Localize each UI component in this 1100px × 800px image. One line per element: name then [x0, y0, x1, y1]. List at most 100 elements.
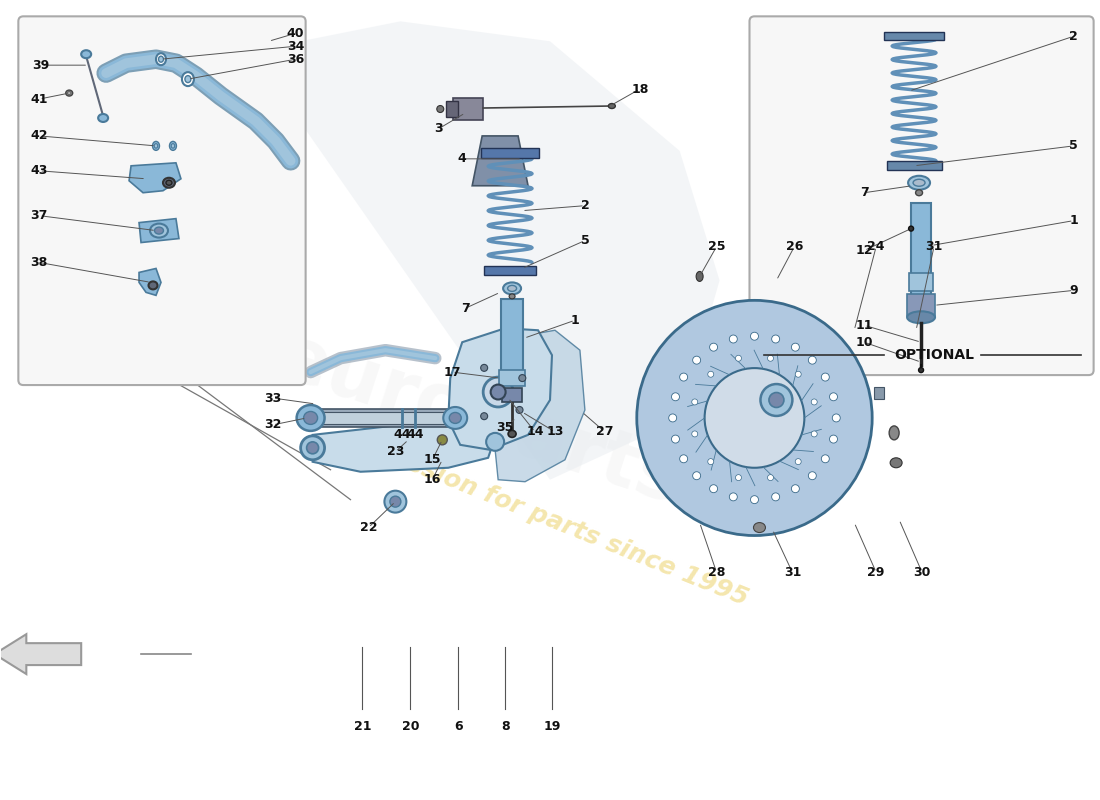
Text: 7: 7 [860, 186, 869, 199]
Text: 31: 31 [925, 240, 943, 253]
FancyBboxPatch shape [749, 16, 1093, 375]
Text: 2: 2 [1069, 30, 1078, 42]
Text: 39: 39 [33, 58, 50, 72]
Ellipse shape [185, 76, 191, 82]
Circle shape [692, 431, 697, 437]
Ellipse shape [66, 90, 73, 96]
Ellipse shape [890, 458, 902, 468]
FancyBboxPatch shape [19, 16, 306, 385]
Ellipse shape [166, 180, 172, 186]
Text: 19: 19 [543, 720, 561, 734]
FancyBboxPatch shape [481, 148, 539, 158]
Ellipse shape [889, 426, 899, 440]
Circle shape [768, 355, 773, 362]
Ellipse shape [754, 522, 766, 533]
Text: 3: 3 [434, 122, 442, 135]
Text: 26: 26 [785, 240, 803, 253]
Ellipse shape [481, 364, 487, 371]
Text: 32: 32 [264, 418, 282, 431]
Text: 44: 44 [407, 428, 425, 442]
Circle shape [750, 332, 759, 340]
FancyBboxPatch shape [911, 203, 931, 298]
Circle shape [750, 496, 759, 504]
Text: 42: 42 [31, 130, 48, 142]
Polygon shape [129, 163, 180, 193]
Text: 11: 11 [856, 318, 873, 332]
Text: 12: 12 [856, 244, 873, 257]
Circle shape [736, 474, 741, 481]
Ellipse shape [169, 142, 176, 150]
Ellipse shape [481, 413, 487, 420]
Circle shape [637, 300, 872, 535]
Ellipse shape [67, 91, 72, 94]
Circle shape [707, 371, 714, 378]
Text: 24: 24 [868, 240, 884, 253]
Text: 10: 10 [856, 336, 873, 349]
Ellipse shape [182, 72, 194, 86]
Ellipse shape [503, 282, 521, 294]
Text: 35: 35 [496, 422, 514, 434]
Circle shape [692, 399, 697, 405]
Ellipse shape [909, 176, 929, 190]
Circle shape [811, 431, 817, 437]
Ellipse shape [486, 433, 504, 451]
FancyBboxPatch shape [887, 162, 942, 170]
Polygon shape [495, 330, 585, 482]
Circle shape [736, 355, 741, 362]
FancyBboxPatch shape [502, 299, 524, 377]
Polygon shape [139, 218, 179, 242]
FancyBboxPatch shape [884, 32, 944, 40]
Text: 22: 22 [360, 521, 377, 534]
Text: 1: 1 [571, 314, 580, 326]
Ellipse shape [156, 54, 166, 65]
Ellipse shape [172, 144, 175, 148]
Text: 6: 6 [454, 720, 462, 734]
Circle shape [671, 435, 680, 443]
Ellipse shape [297, 405, 324, 431]
Ellipse shape [608, 103, 615, 109]
Text: 29: 29 [868, 566, 884, 579]
Text: 27: 27 [596, 426, 614, 438]
Ellipse shape [163, 178, 175, 188]
Circle shape [707, 458, 714, 465]
Circle shape [808, 472, 816, 480]
Polygon shape [139, 269, 161, 295]
Text: 38: 38 [31, 256, 48, 269]
Text: 21: 21 [354, 720, 371, 734]
Polygon shape [312, 418, 498, 472]
Circle shape [811, 399, 817, 405]
Circle shape [705, 368, 804, 468]
Text: 28: 28 [708, 566, 725, 579]
Text: 16: 16 [424, 474, 441, 486]
Circle shape [795, 371, 801, 378]
Ellipse shape [98, 114, 108, 122]
Text: 17: 17 [443, 366, 461, 378]
Text: 5: 5 [1069, 139, 1078, 152]
Text: 31: 31 [783, 566, 801, 579]
FancyBboxPatch shape [447, 101, 459, 117]
Text: 40: 40 [287, 26, 305, 40]
Circle shape [680, 455, 688, 462]
FancyBboxPatch shape [318, 412, 453, 424]
Ellipse shape [300, 436, 324, 460]
FancyBboxPatch shape [502, 387, 522, 402]
FancyBboxPatch shape [499, 370, 525, 386]
Polygon shape [251, 22, 719, 480]
Ellipse shape [384, 490, 406, 513]
Circle shape [822, 373, 829, 381]
Text: 4: 4 [458, 152, 466, 166]
Text: 41: 41 [31, 93, 48, 106]
Ellipse shape [81, 50, 91, 58]
Circle shape [829, 393, 837, 401]
Circle shape [729, 335, 737, 343]
Circle shape [829, 435, 837, 443]
Circle shape [772, 493, 780, 501]
Ellipse shape [508, 430, 516, 438]
FancyBboxPatch shape [453, 98, 483, 120]
Text: 9: 9 [1069, 284, 1078, 297]
Ellipse shape [516, 406, 522, 414]
Text: 25: 25 [707, 240, 725, 253]
Text: 18: 18 [631, 82, 649, 95]
Circle shape [710, 485, 717, 493]
Text: a passion for parts since 1995: a passion for parts since 1995 [349, 429, 751, 610]
